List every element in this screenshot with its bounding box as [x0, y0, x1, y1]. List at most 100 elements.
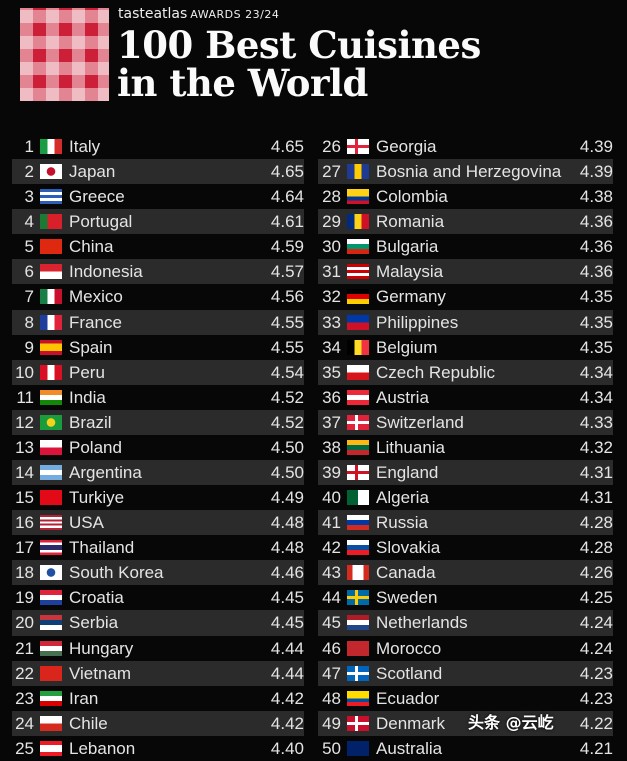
cuisine-name: Brazil [69, 412, 112, 432]
rank-number: 2 [24, 162, 34, 182]
flag-icon [347, 139, 369, 154]
flag-icon [347, 164, 369, 180]
cuisine-name: Slovakia [376, 538, 441, 558]
rating-score: 4.35 [579, 312, 613, 332]
rating-score: 4.36 [579, 237, 613, 257]
rank-number: 32 [322, 287, 341, 307]
rating-score: 4.64 [270, 187, 304, 207]
rating-score: 4.23 [579, 663, 613, 683]
rank-number: 25 [15, 738, 34, 758]
flag-icon [347, 715, 369, 731]
flag-icon [40, 289, 62, 305]
cuisine-name: USA [69, 513, 104, 533]
cuisine-name: Algeria [376, 488, 429, 508]
rank-number: 10 [15, 362, 34, 382]
flag-icon [40, 590, 62, 606]
rating-score: 4.52 [270, 412, 304, 432]
rating-score: 4.56 [270, 287, 304, 307]
flag-icon [40, 264, 62, 280]
rating-score: 4.24 [579, 638, 613, 658]
rank-number: 14 [15, 463, 34, 483]
cuisine-name: Scotland [376, 663, 443, 683]
rating-score: 4.39 [579, 137, 613, 156]
rating-score: 4.40 [270, 738, 304, 758]
rating-score: 4.39 [579, 162, 613, 182]
flag-icon [40, 239, 62, 255]
ranking-row: 14 Argentina 4.50 [12, 460, 304, 486]
rank-number: 37 [322, 412, 341, 432]
ranking-row: 39 England 4.31 [318, 460, 613, 486]
cuisine-name: Mexico [69, 287, 123, 307]
cuisine-name: Croatia [69, 588, 124, 608]
ranking-row: 38 Lithuania 4.32 [318, 435, 613, 460]
ranking-row: 31 Malaysia 4.36 [318, 259, 613, 285]
flag-icon [40, 740, 62, 756]
rating-score: 4.65 [270, 162, 304, 182]
rating-score: 4.61 [270, 212, 304, 232]
ranking-row: 35 Czech Republic 4.34 [318, 359, 613, 385]
cuisine-name: Lithuania [376, 437, 446, 457]
cuisine-name: Switzerland [376, 412, 464, 432]
ranking-row: 46 Morocco 4.24 [318, 636, 613, 661]
rank-number: 17 [15, 538, 34, 558]
ranking-column-right: 26 Georgia 4.39 27 Bosnia and Herzegovina… [318, 134, 613, 761]
ranking-row: 8 France 4.55 [12, 309, 304, 335]
ranking-row: 11 India 4.52 [12, 385, 304, 410]
cuisine-name: Ecuador [376, 688, 440, 708]
rating-score: 4.34 [579, 387, 613, 407]
ranking-row: 36 Austria 4.34 [318, 385, 613, 410]
cuisine-name: Spain [69, 337, 113, 357]
flag-icon [347, 214, 369, 230]
ranking-row: 25 Lebanon 4.40 [12, 736, 304, 761]
rating-score: 4.59 [270, 237, 304, 257]
cuisine-name: Portugal [69, 212, 133, 232]
flag-icon [40, 640, 62, 656]
flag-icon [40, 364, 62, 380]
cuisine-name: Indonesia [69, 262, 143, 282]
flag-icon [40, 565, 62, 581]
flag-icon [347, 515, 369, 531]
rating-score: 4.46 [270, 563, 304, 583]
rating-score: 4.33 [579, 412, 613, 432]
ranking-row: 37 Switzerland 4.33 [318, 409, 613, 435]
flag-icon [347, 565, 369, 581]
rank-number: 39 [322, 463, 341, 483]
rank-number: 40 [322, 488, 341, 508]
rating-score: 4.26 [579, 563, 613, 583]
brand-line: tasteatlas AWARDS 23/24 [118, 6, 279, 22]
ranking-row: 16 USA 4.48 [12, 510, 304, 536]
rank-number: 13 [15, 437, 34, 457]
brand-name: tasteatlas [118, 6, 188, 22]
page-title: 100 Best Cuisines in the World [117, 26, 481, 102]
ranking-row: 2 Japan 4.65 [12, 159, 304, 185]
ranking-row: 29 Romania 4.36 [318, 209, 613, 235]
ranking-row: 4 Portugal 4.61 [12, 209, 304, 235]
cuisine-name: Iran [69, 688, 99, 708]
ranking-row: 44 Sweden 4.25 [318, 585, 613, 610]
flag-icon [347, 189, 369, 205]
rating-score: 4.52 [270, 387, 304, 407]
rank-number: 34 [322, 337, 341, 357]
cuisine-name: India [69, 387, 106, 407]
rating-score: 4.31 [579, 488, 613, 508]
flag-icon [40, 665, 62, 681]
ranking-row: 12 Brazil 4.52 [12, 409, 304, 435]
cuisine-name: England [376, 463, 439, 483]
ranking-row: 7 Mexico 4.56 [12, 284, 304, 309]
title-line-1: 100 Best Cuisines [117, 23, 481, 67]
cuisine-name: Belgium [376, 337, 438, 357]
flag-icon [347, 264, 369, 280]
rank-number: 36 [322, 387, 341, 407]
rank-number: 24 [15, 713, 34, 733]
cuisine-name: Chile [69, 713, 108, 733]
ranking-row: 45 Netherlands 4.24 [318, 610, 613, 636]
rank-number: 42 [322, 538, 341, 558]
rank-number: 33 [322, 312, 341, 332]
cuisine-name: Argentina [69, 463, 142, 483]
cuisine-name: Colombia [376, 187, 448, 207]
rank-number: 46 [322, 638, 341, 658]
flag-icon [347, 540, 369, 556]
rating-score: 4.48 [270, 538, 304, 558]
flag-icon [347, 314, 369, 330]
ranking-row: 23 Iran 4.42 [12, 686, 304, 711]
